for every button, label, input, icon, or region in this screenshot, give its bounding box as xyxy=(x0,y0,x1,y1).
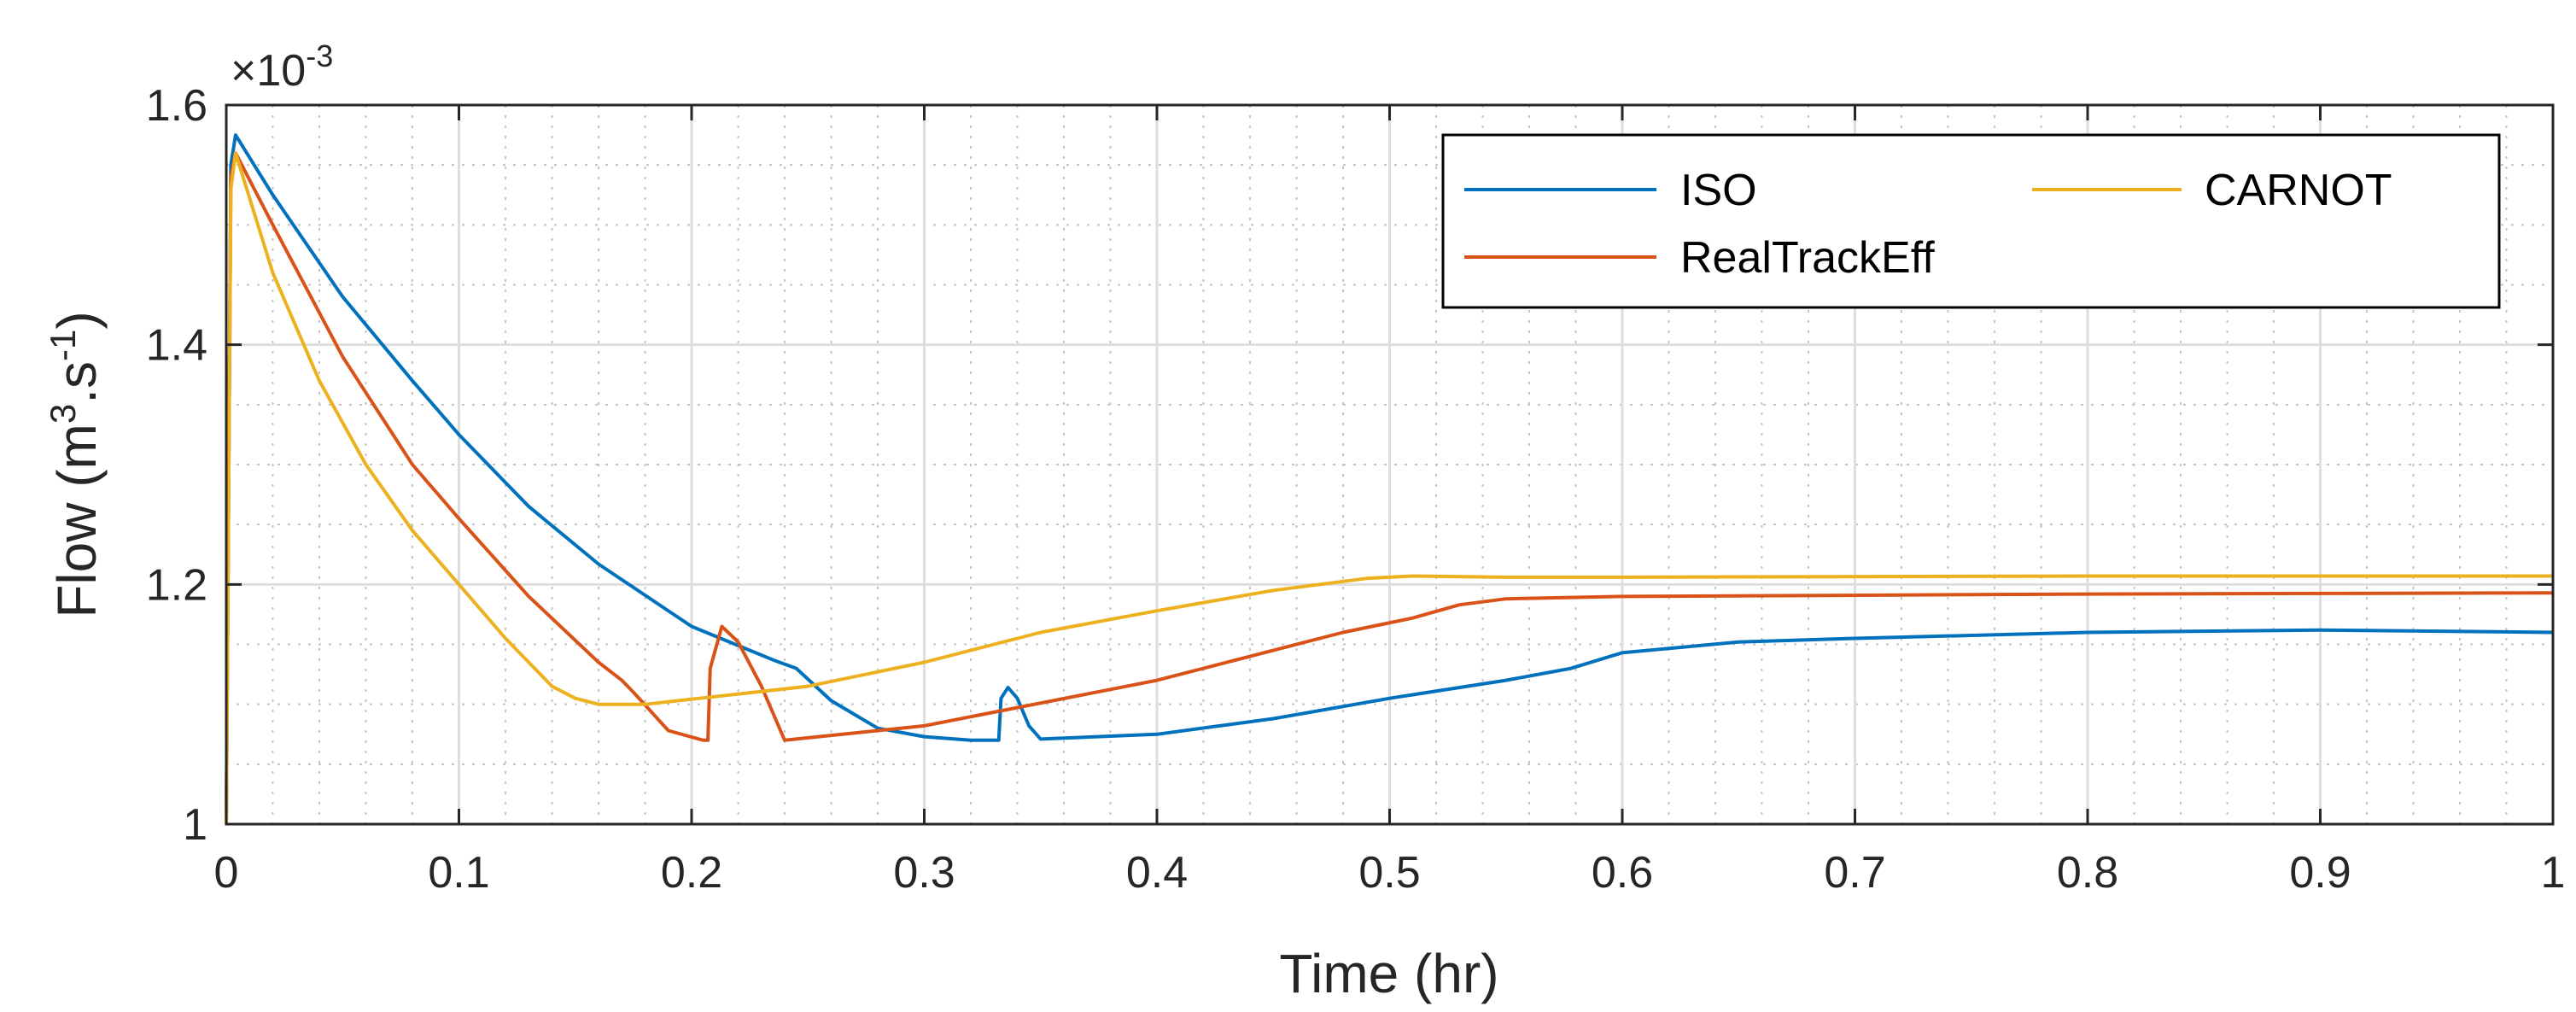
legend-label-iso: ISO xyxy=(1680,166,1757,215)
legend: ISO RealTrackEff CARNOT xyxy=(1441,133,2501,309)
axis-ticks xyxy=(225,103,2555,826)
x-tick-label: 0.6 xyxy=(1592,848,1653,898)
y-multiplier: ×10-3 xyxy=(231,38,333,96)
x-tick-labels: 0 0.1 0.2 0.3 0.4 0.5 0.6 0.7 0.8 0.9 1 xyxy=(214,848,2566,898)
x-tick-label: 0.5 xyxy=(1358,848,1420,898)
y-tick-labels: 1 1.2 1.4 1.6 xyxy=(146,81,207,850)
x-tick-label: 1 xyxy=(2541,848,2566,898)
x-axis-label: Time (hr) xyxy=(1279,943,1498,1004)
legend-label-realtrackeff: RealTrackEff xyxy=(1680,233,1935,283)
series-line-iso xyxy=(225,133,2554,825)
x-tick-label: 0.3 xyxy=(893,848,955,898)
legend-label-carnot: CARNOT xyxy=(2205,166,2392,215)
x-tick-label: 0.2 xyxy=(661,848,722,898)
series-layer xyxy=(225,133,2554,825)
y-tick-label: 1.6 xyxy=(146,81,207,131)
y-tick-label: 1 xyxy=(183,800,207,850)
x-tick-label: 0.1 xyxy=(428,848,489,898)
x-tick-label: 0 xyxy=(214,848,239,898)
legend-box xyxy=(1441,133,2501,309)
y-axis-label: Flow (m3.s-1) xyxy=(43,311,108,617)
x-tick-label: 0.4 xyxy=(1126,848,1188,898)
x-tick-label: 0.9 xyxy=(2289,848,2351,898)
series-line-realtrackeff xyxy=(225,151,2554,825)
y-tick-label: 1.4 xyxy=(146,321,207,371)
x-tick-label: 0.7 xyxy=(1824,848,1885,898)
x-tick-label: 0.8 xyxy=(2057,848,2118,898)
series-line-carnot xyxy=(225,151,2553,825)
y-tick-label: 1.2 xyxy=(146,560,207,610)
